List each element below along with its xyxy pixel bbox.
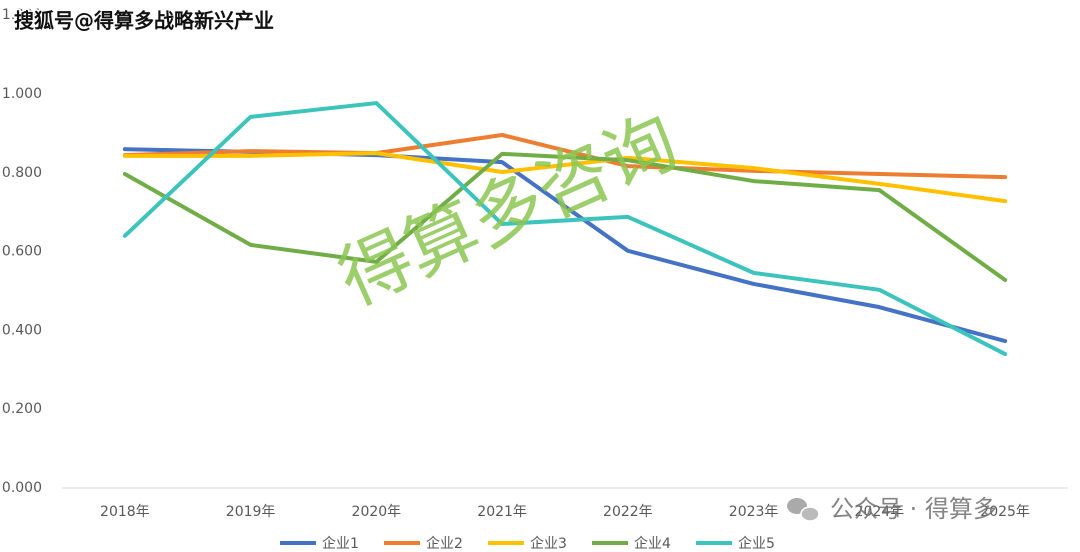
x-tick-label: 2023年	[729, 504, 779, 520]
x-tick-label: 2020年	[352, 504, 402, 520]
y-tick-label: 1.200	[2, 7, 42, 23]
y-tick-label: 0.800	[2, 165, 42, 181]
legend-label: 企业5	[738, 535, 775, 552]
x-tick-label: 2019年	[226, 504, 276, 520]
watermark-logo	[787, 498, 820, 522]
y-tick-label: 0.000	[2, 480, 42, 496]
watermark-center: 得算多咨询	[326, 98, 689, 321]
watermark-bottom: 公众号 · 得算多	[830, 495, 997, 523]
legend-label: 企业4	[634, 535, 671, 552]
legend-label: 企业3	[530, 535, 567, 552]
x-tick-label: 2021年	[477, 504, 527, 520]
series-line	[122, 132, 1008, 180]
y-tick-label: 0.200	[2, 401, 42, 417]
wechat-icon	[800, 506, 820, 522]
legend-label: 企业1	[322, 535, 359, 552]
watermark-top: 搜狐号@得算多战略新兴产业	[14, 9, 274, 33]
x-tick-label: 2025年	[980, 504, 1030, 520]
series-line	[122, 151, 1008, 204]
y-tick-label: 0.400	[2, 322, 42, 338]
x-tick-label: 2018年	[100, 504, 150, 520]
x-tick-label: 2022年	[603, 504, 653, 520]
series-line	[122, 101, 1008, 357]
x-tick-label: 2024年	[855, 504, 905, 520]
series-line	[122, 151, 1008, 282]
y-tick-label: 0.600	[2, 244, 42, 260]
legend-label: 企业2	[426, 535, 463, 552]
y-tick-label: 1.000	[2, 86, 42, 102]
